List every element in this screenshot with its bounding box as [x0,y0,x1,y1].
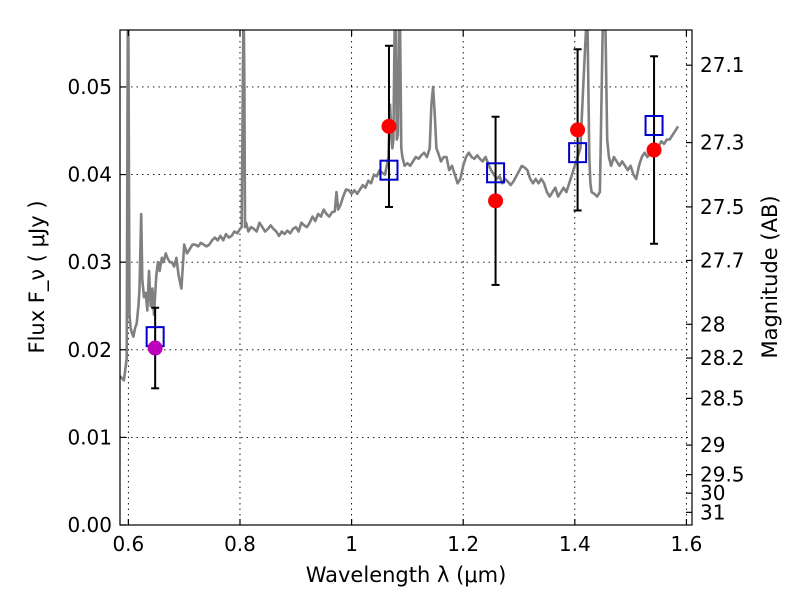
observed-flux-point [570,122,586,138]
plot-area [120,30,680,390]
magnitude-tick-label: 27.5 [700,195,745,219]
plot-frame [119,29,693,526]
observed-flux-point [646,142,662,158]
magnitude-tick-label: 31 [700,500,725,524]
magnitude-tick-label: 27.7 [700,248,745,272]
y-axis-label: Flux F_ν ( μJy ) [25,200,50,353]
y-tick-label: 0.05 [67,75,112,99]
magnitude-tick-label: 27.3 [700,131,745,155]
magnitude-tick-label: 27.1 [700,53,745,77]
y-tick-label: 0.00 [67,513,112,537]
magnitude-tick-label: 29 [700,433,725,457]
y-axis-ticks: 0.00 0.01 0.02 0.03 0.04 0.05 [67,75,126,537]
x-tick-label: 0.8 [224,532,256,556]
model-photometry-marker [644,114,664,136]
model-photometry-marker [379,159,399,181]
model-photometry-marker [568,142,588,164]
x-tick-label: 1.6 [671,532,703,556]
y-tick-label: 0.02 [67,338,112,362]
observed-flux-point [147,340,163,356]
magnitude-tick-label: 30 [700,481,725,505]
magnitude-tick-label: 28.2 [700,346,745,370]
axes-box [119,29,693,526]
magnitude-tick-label: 28.5 [700,386,745,410]
y-tick-label: 0.01 [67,425,112,449]
magnitude-tick-label: 28 [700,312,725,336]
magnitude-axis-label: Magnitude (AB) [758,195,782,358]
x-tick-label: 1.4 [559,532,591,556]
model-spectrum-line [120,30,680,382]
y-tick-label: 0.04 [67,163,112,187]
observed-flux-point [381,118,397,134]
y-tick-label: 0.03 [67,250,112,274]
x-tick-label: 0.6 [112,532,144,556]
x-tick-label: 1 [345,532,358,556]
x-tick-label: 1.2 [447,532,479,556]
x-axis-ticks: 0.6 0.8 1 1.2 1.4 1.6 [112,30,702,556]
magnitude-tick-label: 29.5 [700,463,745,487]
observed-flux-point [488,193,504,209]
model-photometry-marker [486,162,506,184]
x-axis-label: Wavelength λ (μm) [306,563,507,587]
